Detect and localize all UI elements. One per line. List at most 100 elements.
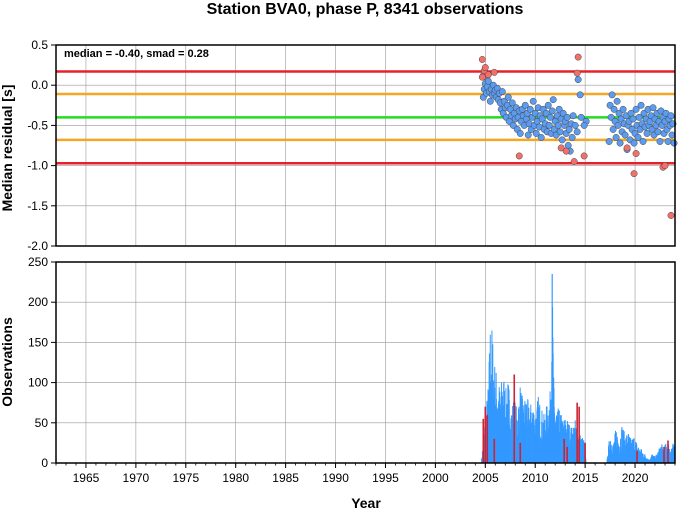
outlier-point [562, 147, 570, 155]
residual-point [632, 105, 640, 113]
residual-point [549, 96, 557, 104]
residual-point [526, 105, 534, 113]
outlier-point [478, 73, 486, 81]
top-panel-grid [56, 44, 675, 247]
residual-point [484, 77, 492, 85]
observation-bars [480, 274, 676, 463]
residual-point [563, 113, 571, 121]
x-ticks: 1965 1970 1975 1980 1985 1990 1995 2000 2005 2010… [55, 463, 676, 485]
residual-point [635, 113, 643, 121]
residual-point [656, 138, 664, 145]
x-axis-label: Year [351, 495, 381, 511]
bottom-y-tick-label: 100 [28, 376, 48, 390]
residual-point [612, 134, 620, 141]
residual-point [664, 138, 672, 145]
outlier-point [667, 211, 675, 219]
residual-point [571, 121, 579, 129]
outlier-point [661, 162, 669, 170]
x-tick-label: 1995 [372, 471, 399, 485]
residual-point [643, 129, 651, 137]
outlier-point [570, 158, 578, 166]
x-tick-label: 1980 [222, 471, 249, 485]
residual-point [610, 105, 618, 113]
outlier-point [580, 152, 588, 160]
residual-point [545, 121, 553, 129]
residual-point [556, 128, 564, 136]
residual-point [569, 112, 577, 120]
residual-point [639, 138, 647, 145]
outlier-point [490, 68, 498, 76]
x-tick-label: 2000 [422, 471, 449, 485]
residual-point [609, 125, 617, 133]
top-y-tick-label: -0.5 [27, 118, 48, 132]
residual-point [574, 76, 582, 84]
residual-point [613, 97, 621, 105]
x-tick-label: 1975 [172, 471, 199, 485]
residual-point [580, 121, 588, 129]
bottom-panel-frame [55, 261, 676, 464]
outlier-point [632, 150, 640, 157]
outlier-point [478, 56, 486, 63]
residual-point [568, 134, 576, 141]
x-tick-label: 1970 [123, 471, 150, 485]
residual-point [498, 88, 506, 96]
stats-annotation: median = -0.40, smad = 0.28 [64, 48, 209, 60]
residual-point [537, 134, 545, 141]
residual-point [608, 91, 616, 99]
residual-point [670, 139, 678, 147]
top-y-axis-label: Median residual [s] [0, 85, 15, 212]
top-y-tick-label: 0.0 [31, 78, 48, 92]
chart-title: Station BVA0, phase P, 8341 observations [207, 1, 524, 18]
x-tick-label: 1990 [322, 471, 349, 485]
residual-point [554, 121, 562, 129]
residual-point [529, 97, 537, 105]
outlier-point [557, 144, 565, 152]
outlier-point [630, 170, 638, 178]
x-tick-label: 2020 [622, 471, 649, 485]
outlier-point [481, 64, 489, 71]
top-y-tick-label: -2.0 [27, 239, 48, 253]
residual-point [614, 121, 622, 129]
bottom-y-tick-label: 0 [41, 456, 48, 470]
bottom-y-axis-label: Observations [0, 317, 15, 407]
residual-point [521, 101, 529, 109]
top-panel-frame [55, 44, 676, 247]
residual-point [532, 129, 540, 137]
residual-point [524, 131, 532, 139]
x-tick-label: 1965 [73, 471, 100, 485]
residual-point [629, 115, 637, 123]
residual-point [667, 112, 675, 120]
x-tick-label: 2015 [572, 471, 599, 485]
residual-point [546, 113, 554, 121]
residual-point [486, 97, 494, 105]
outlier-point [573, 69, 581, 77]
residual-point [576, 91, 584, 99]
x-tick-label: 2005 [472, 471, 499, 485]
residual-point [573, 128, 581, 136]
residual-point [548, 107, 556, 115]
bottom-y-tick-label: 200 [28, 295, 48, 309]
bottom-y-ticks: 0 50 100 150 200 250 [28, 255, 56, 470]
bottom-panel-grid [56, 261, 675, 464]
residual-point [649, 104, 657, 112]
bottom-y-tick-label: 50 [35, 416, 49, 430]
outlier-point [515, 152, 523, 160]
residual-point [621, 131, 629, 139]
residual-point [558, 136, 566, 144]
residual-points [478, 53, 678, 219]
outlier-point [484, 71, 492, 79]
residual-point [616, 139, 624, 147]
bottom-y-tick-label: 250 [28, 255, 48, 269]
residual-point [637, 101, 645, 109]
residual-point [668, 131, 676, 139]
residual-point [516, 129, 524, 137]
bottom-y-tick-label: 150 [28, 335, 48, 349]
residual-point [630, 139, 638, 147]
top-y-tick-label: -1.0 [27, 159, 48, 173]
outlier-point [623, 144, 631, 152]
residual-point [634, 134, 642, 141]
residual-point [654, 128, 662, 136]
residual-point [605, 138, 613, 145]
residual-point [619, 105, 627, 113]
